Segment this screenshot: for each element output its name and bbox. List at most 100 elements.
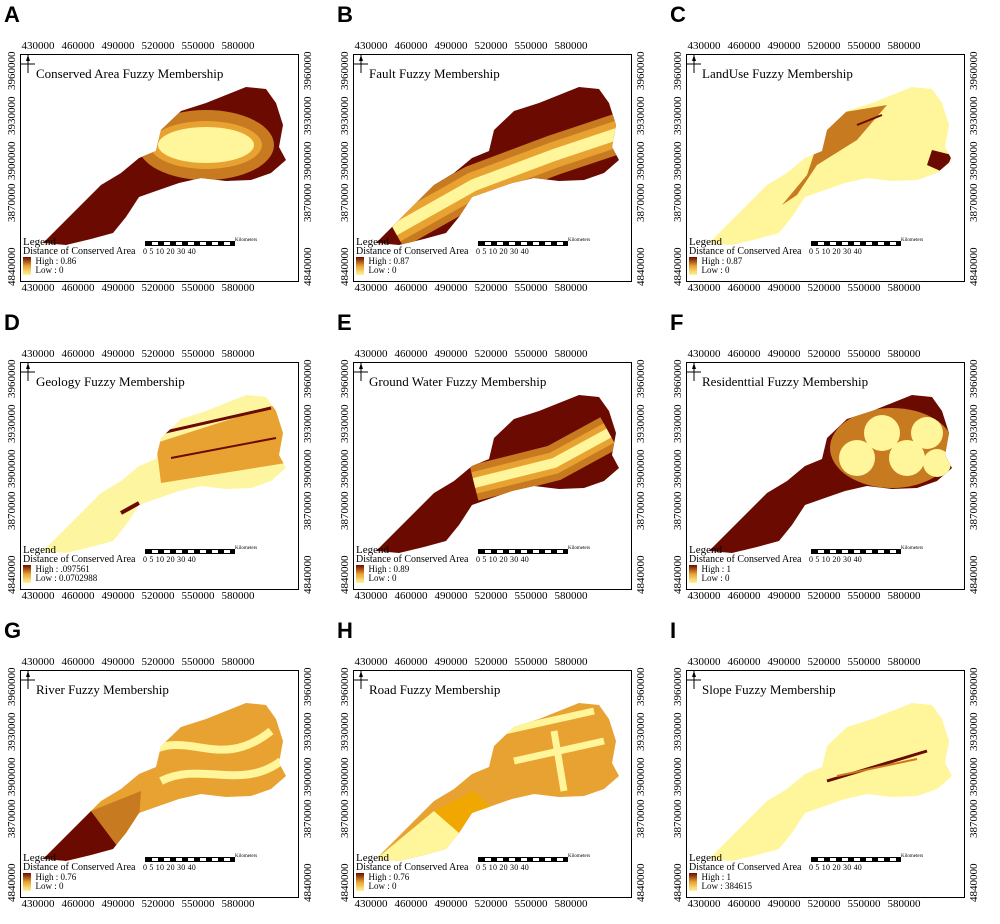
y-tick: 4840000 bbox=[339, 247, 351, 287]
north-arrow-icon bbox=[354, 55, 368, 73]
y-tick: 3930000 bbox=[339, 712, 351, 752]
legend-title: Legend bbox=[689, 852, 722, 864]
x-tick: 430000 bbox=[687, 282, 721, 294]
legend-high: High : 0.87 bbox=[701, 256, 743, 266]
y-tick: 4840000 bbox=[672, 247, 684, 287]
y-tick: 3870000 bbox=[672, 799, 684, 839]
x-tick: 520000 bbox=[807, 590, 841, 602]
y-tick: 3930000 bbox=[6, 712, 18, 752]
y-tick: 4840000 bbox=[339, 555, 351, 595]
scale-numbers: 0 5 10 20 30 40 bbox=[476, 863, 529, 872]
scale-unit: Kilometers bbox=[235, 238, 258, 243]
x-tick: 490000 bbox=[101, 282, 135, 294]
x-tick: 520000 bbox=[141, 590, 175, 602]
scale-bar: Kilometers 0 5 10 20 30 40 bbox=[809, 853, 929, 877]
x-tick: 580000 bbox=[554, 40, 588, 52]
legend-low: Low : 0 bbox=[35, 881, 64, 891]
y-tick: 3930000 bbox=[635, 96, 647, 136]
y-tick: 3960000 bbox=[968, 51, 980, 91]
scale-unit: Kilometers bbox=[568, 238, 591, 243]
y-tick: 3900000 bbox=[968, 141, 980, 181]
y-tick: 3870000 bbox=[6, 183, 18, 223]
y-tick: 4840000 bbox=[302, 247, 314, 287]
x-tick: 460000 bbox=[727, 590, 761, 602]
x-tick: 520000 bbox=[474, 348, 508, 360]
legend-low: Low : 0 bbox=[368, 265, 397, 275]
legend-subtitle: Distance of Conserved Area bbox=[356, 554, 469, 565]
legend-subtitle: Distance of Conserved Area bbox=[689, 246, 802, 257]
legend-subtitle: Distance of Conserved Area bbox=[23, 246, 136, 257]
legend-high: High : .097561 bbox=[35, 564, 90, 574]
y-tick: 3960000 bbox=[672, 667, 684, 707]
x-tick: 490000 bbox=[434, 898, 468, 910]
y-tick: 3960000 bbox=[635, 51, 647, 91]
y-tick: 3960000 bbox=[672, 359, 684, 399]
x-tick: 550000 bbox=[181, 898, 215, 910]
scale-bar: Kilometers 0 5 10 20 30 40 bbox=[143, 545, 263, 569]
scale-bar: Kilometers 0 5 10 20 30 40 bbox=[476, 545, 596, 569]
y-tick: 3960000 bbox=[6, 359, 18, 399]
legend-low: Low : 0 bbox=[701, 265, 730, 275]
x-tick: 490000 bbox=[767, 656, 801, 668]
y-tick: 3900000 bbox=[339, 757, 351, 797]
x-tick: 580000 bbox=[887, 282, 921, 294]
x-tick: 550000 bbox=[181, 282, 215, 294]
x-tick: 430000 bbox=[354, 348, 388, 360]
y-tick: 4840000 bbox=[968, 555, 980, 595]
x-tick: 490000 bbox=[101, 590, 135, 602]
x-tick: 520000 bbox=[807, 898, 841, 910]
y-tick: 3960000 bbox=[339, 667, 351, 707]
y-tick: 3960000 bbox=[968, 359, 980, 399]
x-tick: 580000 bbox=[554, 348, 588, 360]
y-tick: 3870000 bbox=[672, 491, 684, 531]
x-tick: 430000 bbox=[21, 282, 55, 294]
legend-low: Low : 0 bbox=[368, 881, 397, 891]
x-tick: 430000 bbox=[21, 898, 55, 910]
x-tick: 490000 bbox=[767, 590, 801, 602]
y-tick: 3960000 bbox=[635, 359, 647, 399]
x-tick: 580000 bbox=[887, 348, 921, 360]
legend: Legend Distance of Conserved Area High :… bbox=[23, 853, 135, 891]
x-tick: 430000 bbox=[687, 898, 721, 910]
x-tick: 490000 bbox=[767, 898, 801, 910]
x-tick: 580000 bbox=[887, 898, 921, 910]
y-tick: 3900000 bbox=[339, 141, 351, 181]
scale-numbers: 0 5 10 20 30 40 bbox=[476, 247, 529, 256]
x-tick: 520000 bbox=[474, 590, 508, 602]
x-tick: 460000 bbox=[61, 898, 95, 910]
panel-label: I bbox=[670, 618, 677, 643]
panel-title: Road Fuzzy Membership bbox=[369, 682, 501, 697]
scale-unit: Kilometers bbox=[901, 546, 924, 551]
legend-low: Low : 0 bbox=[368, 573, 397, 583]
x-tick: 490000 bbox=[434, 348, 468, 360]
x-tick: 580000 bbox=[221, 282, 255, 294]
legend: Legend Distance of Conserved Area High :… bbox=[356, 853, 468, 891]
map-panel-b: B 430000 460000 490000 520000 550000 580000 43… bbox=[333, 0, 666, 308]
x-tick: 460000 bbox=[394, 590, 428, 602]
north-arrow-icon bbox=[687, 363, 701, 381]
x-tick: 550000 bbox=[847, 282, 881, 294]
x-tick: 460000 bbox=[394, 282, 428, 294]
y-tick: 3870000 bbox=[968, 183, 980, 223]
x-tick: 460000 bbox=[727, 656, 761, 668]
scale-unit: Kilometers bbox=[901, 854, 924, 859]
x-tick: 550000 bbox=[514, 40, 548, 52]
legend: Legend Distance of Conserved Area High :… bbox=[356, 545, 468, 583]
north-arrow-icon bbox=[354, 363, 368, 381]
panel-title: Residenttial Fuzzy Membership bbox=[702, 374, 869, 389]
x-tick: 580000 bbox=[221, 40, 255, 52]
y-tick: 3930000 bbox=[672, 712, 684, 752]
x-tick: 460000 bbox=[61, 282, 95, 294]
panel-title: Conserved Area Fuzzy Membership bbox=[36, 66, 224, 81]
panel-label: F bbox=[670, 310, 684, 335]
map-frame: Slope Fuzzy Membership Legend Distance o… bbox=[686, 670, 965, 898]
y-tick: 3960000 bbox=[968, 667, 980, 707]
y-tick: 3930000 bbox=[672, 404, 684, 444]
y-tick: 3930000 bbox=[6, 404, 18, 444]
scale-unit: Kilometers bbox=[235, 546, 258, 551]
x-tick: 520000 bbox=[474, 656, 508, 668]
x-tick: 550000 bbox=[181, 348, 215, 360]
x-tick: 430000 bbox=[354, 898, 388, 910]
y-tick: 4840000 bbox=[302, 555, 314, 595]
scale-bar: Kilometers 0 5 10 20 30 40 bbox=[476, 853, 596, 877]
